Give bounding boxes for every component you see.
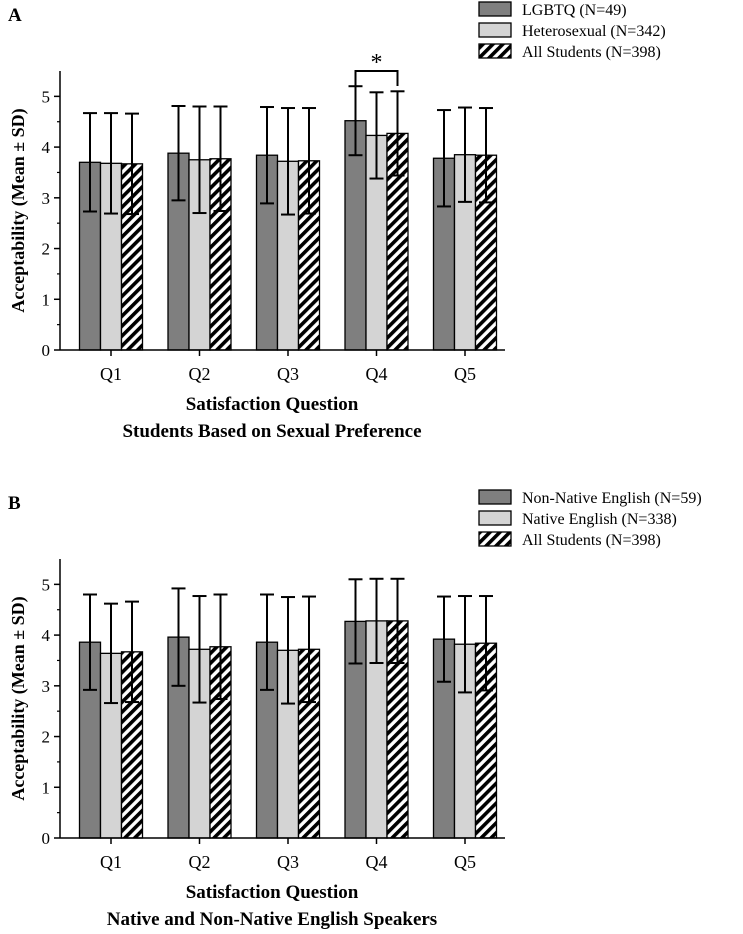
x-tick-label: Q1 xyxy=(100,852,122,872)
legend-label: Non-Native English (N=59) xyxy=(522,490,702,507)
y-tick-label: 4 xyxy=(42,138,51,157)
y-tick-label: 3 xyxy=(42,189,51,208)
panel-a: A Q1 Q2 Q3 Q4 Q5 0 1 2 3 4 5 Acceptability (Mean ± S… xyxy=(8,1,666,442)
y-tick-label: 1 xyxy=(42,290,51,309)
legend-swatch xyxy=(478,510,512,526)
y-tick-label: 0 xyxy=(42,341,51,360)
y-tick-label: 3 xyxy=(42,677,51,696)
chart-subtitle: Students Based on Sexual Preference xyxy=(122,421,421,442)
y-tick-label: 2 xyxy=(42,240,51,259)
y-tick-label: 2 xyxy=(42,728,51,747)
x-tick-label: Q1 xyxy=(100,364,122,384)
legend-swatch xyxy=(478,43,512,59)
x-axis-title: Satisfaction Question xyxy=(186,882,359,903)
panel-b: B Q1 Q2 Q3 Q4 Q5 0 1 2 3 4 5 Acceptability (Mean ± S… xyxy=(8,489,702,930)
legend-label: Native English (N=338) xyxy=(522,511,677,528)
legend-label: All Students (N=398) xyxy=(522,44,661,61)
x-tick-label: Q2 xyxy=(189,364,211,384)
y-axis-title: Acceptability (Mean ± SD) xyxy=(8,596,29,800)
x-tick-label: Q5 xyxy=(454,852,476,872)
panel-letter: A xyxy=(8,5,22,26)
legend: Non-Native English (N=59) Native English … xyxy=(478,489,702,549)
legend-label: Heterosexual (N=342) xyxy=(522,23,666,40)
y-tick-label: 5 xyxy=(42,87,51,106)
significance-bracket xyxy=(354,70,399,86)
chart-subtitle: Native and Non-Native English Speakers xyxy=(107,909,437,930)
x-tick-label: Q4 xyxy=(366,852,388,872)
legend-swatch xyxy=(478,1,512,17)
x-axis-title: Satisfaction Question xyxy=(186,394,359,415)
y-tick-label: 5 xyxy=(42,575,51,594)
legend-label: All Students (N=398) xyxy=(522,532,661,549)
y-tick-label: 4 xyxy=(42,626,51,645)
y-tick-label: 0 xyxy=(42,829,51,848)
x-tick-label: Q5 xyxy=(454,364,476,384)
x-tick-label: Q2 xyxy=(189,852,211,872)
legend-label: LGBTQ (N=49) xyxy=(522,2,627,19)
y-tick-label: 1 xyxy=(42,778,51,797)
legend-swatch xyxy=(478,531,512,547)
legend-swatch xyxy=(478,489,512,505)
x-tick-label: Q3 xyxy=(277,852,299,872)
significance-mark: * xyxy=(371,50,383,76)
y-axis-title: Acceptability (Mean ± SD) xyxy=(8,108,29,312)
legend: LGBTQ (N=49) Heterosexual (N=342) All Stud… xyxy=(478,1,666,61)
x-tick-label: Q4 xyxy=(366,364,388,384)
x-tick-label: Q3 xyxy=(277,364,299,384)
legend-swatch xyxy=(478,22,512,38)
panel-letter: B xyxy=(8,493,21,514)
